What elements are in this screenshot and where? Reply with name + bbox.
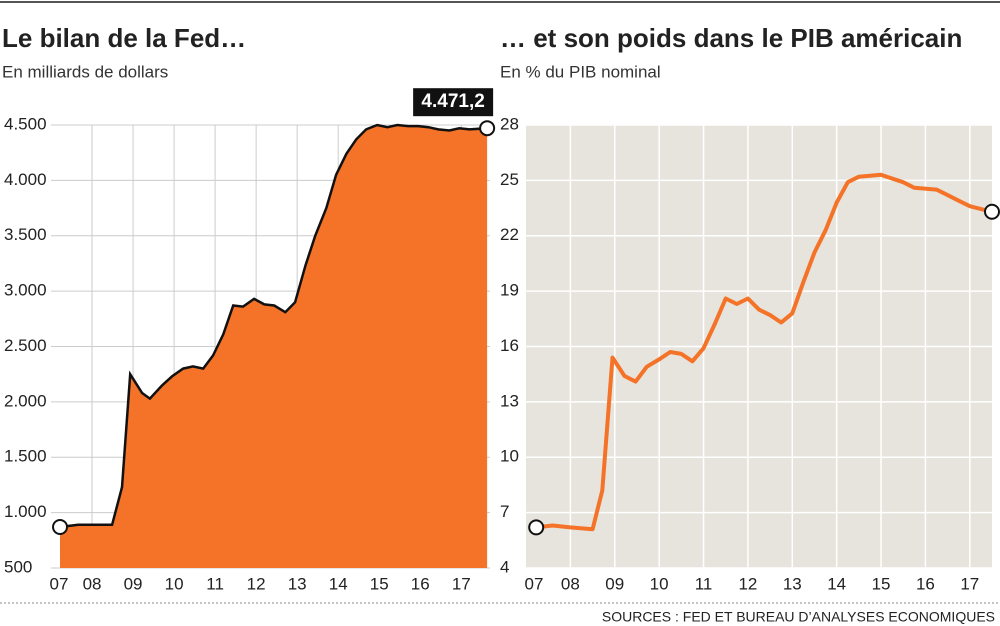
x-tick-label: 10: [650, 574, 669, 593]
line: [535, 172, 993, 532]
chart-title: Le bilan de la Fed…: [2, 23, 246, 53]
x-tick-label: 14: [329, 574, 348, 593]
y-tick-label: 10: [500, 447, 519, 466]
chart-subtitle: En milliards de dollars: [2, 62, 168, 81]
y-tick-label: 3.000: [4, 281, 47, 300]
y-tick-label: 1.500: [4, 447, 47, 466]
y-tick-label: 25: [500, 170, 519, 189]
y-tick-label: 16: [500, 336, 519, 355]
area-line: [59, 123, 488, 529]
y-tick-label: 19: [500, 281, 519, 300]
x-tick-label: 13: [783, 574, 802, 593]
x-tick-label: 09: [605, 574, 624, 593]
y-tick-label: 13: [500, 391, 519, 410]
value-label-bg: [413, 88, 494, 117]
x-tick-label: 10: [165, 574, 184, 593]
value-label: 4.471,2: [421, 91, 484, 112]
x-tick-label: 16: [916, 574, 935, 593]
x-tick-label: 12: [247, 574, 266, 593]
end-point: [984, 203, 1000, 220]
chart-title: … et son poids dans le PIB américain: [500, 23, 962, 53]
y-tick-label: 7: [500, 502, 509, 521]
chart-subtitle: En % du PIB nominal: [500, 62, 661, 81]
y-tick-label: 28: [500, 114, 519, 133]
x-tick-label: 17: [452, 574, 471, 593]
y-tick-label: 2.500: [4, 336, 47, 355]
end-point: [528, 519, 545, 536]
x-tick-label: 17: [960, 574, 979, 593]
x-tick-label: 08: [83, 574, 102, 593]
y-tick-label: 22: [500, 225, 519, 244]
end-point: [479, 120, 496, 137]
source: SOURCES : FED ET BUREAU D’ANALYSES ECONO…: [602, 609, 995, 625]
x-tick-label: 13: [288, 574, 307, 593]
y-tick-label: 3.500: [4, 225, 47, 244]
area-fill: [60, 125, 488, 568]
x-tick-label: 09: [124, 574, 143, 593]
y-tick-label: 4.000: [4, 170, 47, 189]
y-tick-label: 1.000: [4, 502, 47, 521]
y-tick-label: 4: [500, 557, 509, 576]
y-tick-label: 2.000: [4, 391, 47, 410]
x-tick-label: 07: [525, 574, 544, 593]
x-tick-label: 16: [411, 574, 430, 593]
x-tick-label: 11: [695, 574, 713, 593]
y-tick-label: 500: [4, 557, 32, 576]
x-tick-label: 12: [738, 574, 757, 593]
x-tick-label: 15: [872, 574, 891, 593]
x-tick-label: 15: [370, 574, 389, 593]
x-tick-label: 14: [827, 574, 846, 593]
x-tick-label: 11: [206, 574, 224, 593]
y-tick-label: 4.500: [4, 114, 47, 133]
x-tick-label: 08: [561, 574, 580, 593]
end-point: [52, 519, 69, 536]
x-tick-label: 07: [50, 574, 69, 593]
